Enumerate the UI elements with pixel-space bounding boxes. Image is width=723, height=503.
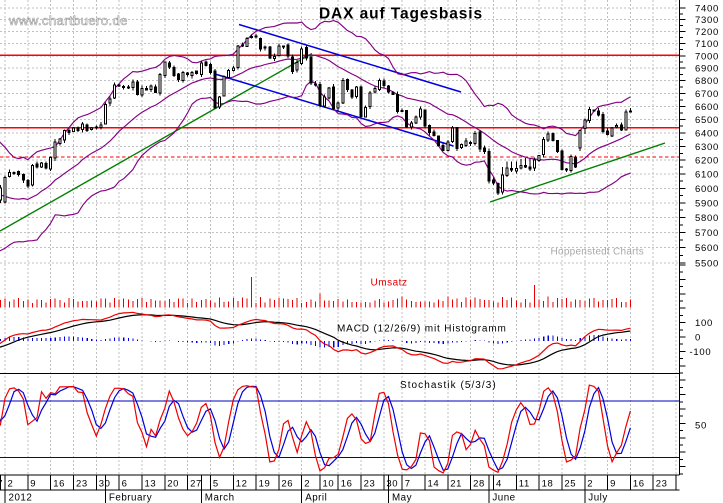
svg-text:2: 2 <box>8 479 14 490</box>
svg-text:6700: 6700 <box>695 89 719 100</box>
svg-text:12: 12 <box>236 479 248 490</box>
svg-text:25: 25 <box>564 479 576 490</box>
svg-text:16: 16 <box>53 479 65 490</box>
svg-text:www.chartbuero.de: www.chartbuero.de <box>8 13 128 28</box>
svg-text:26: 26 <box>281 479 293 490</box>
svg-text:7100: 7100 <box>695 39 719 50</box>
svg-text:Hoppenstedt Charts: Hoppenstedt Charts <box>551 247 644 258</box>
svg-text:DAX auf Tagesbasis: DAX auf Tagesbasis <box>319 6 483 23</box>
svg-text:5800: 5800 <box>695 213 719 224</box>
svg-text:April: April <box>305 493 327 503</box>
svg-text:6400: 6400 <box>695 128 719 139</box>
svg-text:5500: 5500 <box>695 259 719 270</box>
svg-text:11: 11 <box>519 479 530 490</box>
svg-text:7400: 7400 <box>695 4 719 15</box>
svg-text:4: 4 <box>496 479 502 490</box>
svg-text:16: 16 <box>341 479 353 490</box>
svg-text:6100: 6100 <box>695 170 719 181</box>
svg-text:10: 10 <box>323 479 335 490</box>
svg-text:50: 50 <box>695 420 707 431</box>
svg-text:2: 2 <box>587 479 593 490</box>
svg-text:7200: 7200 <box>695 27 719 38</box>
svg-text:5900: 5900 <box>695 198 719 209</box>
svg-text:6600: 6600 <box>695 102 719 113</box>
svg-text:9: 9 <box>610 479 616 490</box>
svg-text:23: 23 <box>76 479 88 490</box>
svg-text:6800: 6800 <box>695 76 719 87</box>
svg-text:5600: 5600 <box>695 243 719 254</box>
svg-text:7300: 7300 <box>695 15 719 26</box>
svg-text:7000: 7000 <box>695 51 719 62</box>
svg-text:6500: 6500 <box>695 115 719 126</box>
svg-text:June: June <box>492 493 515 503</box>
svg-text:6300: 6300 <box>695 142 719 153</box>
svg-text:May: May <box>392 493 412 503</box>
svg-text:9: 9 <box>30 479 36 490</box>
svg-text:February: February <box>109 493 152 503</box>
svg-text:6900: 6900 <box>695 64 719 75</box>
svg-text:6200: 6200 <box>695 156 719 167</box>
svg-text:July: July <box>588 493 607 503</box>
svg-text:100: 100 <box>695 318 713 329</box>
svg-text:18: 18 <box>542 479 554 490</box>
svg-text:27: 27 <box>190 479 202 490</box>
svg-text:16: 16 <box>633 479 645 490</box>
svg-text:23: 23 <box>656 479 668 490</box>
svg-text:0: 0 <box>695 333 701 344</box>
svg-text:21: 21 <box>450 479 462 490</box>
svg-text:6000: 6000 <box>695 184 719 195</box>
svg-text:Stochastik (5/3/3): Stochastik (5/3/3) <box>400 380 497 391</box>
svg-text:5: 5 <box>213 479 219 490</box>
svg-text:14: 14 <box>428 479 440 490</box>
svg-text:MACD (12/26/9) mit Histogramm: MACD (12/26/9) mit Histogramm <box>337 324 507 335</box>
svg-text:March: March <box>205 493 235 503</box>
svg-text:-100: -100 <box>690 347 712 358</box>
svg-text:Umsatz: Umsatz <box>371 278 408 289</box>
svg-text:30: 30 <box>99 479 111 490</box>
svg-text:5700: 5700 <box>695 228 719 239</box>
svg-text:28: 28 <box>473 479 485 490</box>
svg-text:19: 19 <box>259 479 271 490</box>
svg-text:23: 23 <box>364 479 376 490</box>
svg-text:20: 20 <box>167 479 179 490</box>
svg-text:2012: 2012 <box>9 493 33 503</box>
svg-text:7: 7 <box>405 479 411 490</box>
svg-text:27: 27 <box>0 479 3 490</box>
svg-text:6: 6 <box>122 479 128 490</box>
svg-text:13: 13 <box>145 479 157 490</box>
svg-text:2: 2 <box>304 479 310 490</box>
svg-text:30: 30 <box>386 479 398 490</box>
